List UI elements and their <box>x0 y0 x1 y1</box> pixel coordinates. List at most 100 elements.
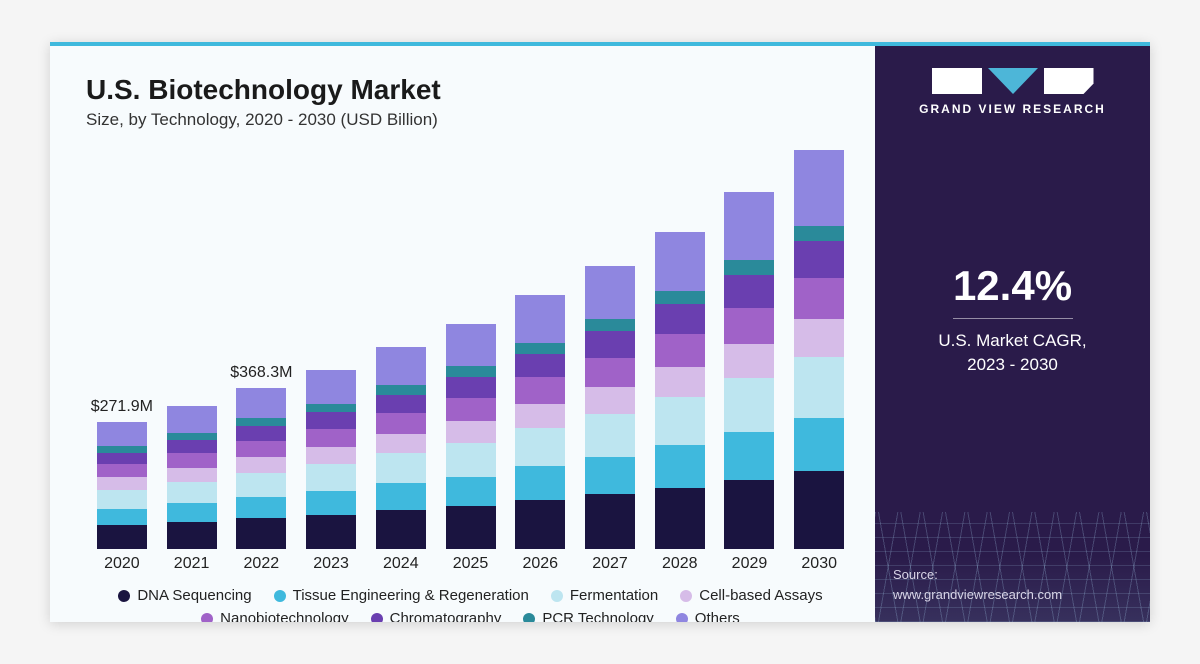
bar-segment-dna <box>515 500 565 550</box>
chart-subtitle: Size, by Technology, 2020 - 2030 (USD Bi… <box>86 110 855 130</box>
bar-segment-dna <box>167 522 217 550</box>
legend-label: PCR Technology <box>542 610 653 622</box>
bar-column: 2025 <box>445 324 497 574</box>
bar-year-label: 2021 <box>174 555 210 573</box>
bar-stack <box>306 370 356 550</box>
cagr-label-line2: 2023 - 2030 <box>967 355 1058 374</box>
legend-swatch <box>523 613 535 622</box>
bar-segment-ferm <box>655 397 705 445</box>
bar-segment-pcr <box>585 319 635 331</box>
bar-segment-nano <box>306 429 356 447</box>
bar-segment-dna <box>306 515 356 550</box>
bar-segment-others <box>655 232 705 292</box>
bar-segment-chrom <box>376 395 426 413</box>
bar-year-label: 2026 <box>522 555 558 573</box>
legend-item: Cell-based Assays <box>680 587 822 604</box>
bar-column: 2029 <box>724 192 776 573</box>
bar-segment-nano <box>724 308 774 345</box>
bar-year-label: 2029 <box>732 555 768 573</box>
bar-segment-pcr <box>306 404 356 413</box>
bar-segment-dna <box>585 494 635 550</box>
legend-label: Others <box>695 610 740 622</box>
decorative-grid: Source: www.grandviewresearch.com <box>875 512 1150 622</box>
brand-logo-text: GRAND VIEW RESEARCH <box>875 102 1150 116</box>
legend-item: DNA Sequencing <box>118 587 251 604</box>
bar-segment-cell <box>585 387 635 414</box>
bar-stack <box>655 232 705 550</box>
legend-item: Nanobiotechnology <box>201 610 348 622</box>
stacked-bar-plot: $271.9M20202021$368.3M202220232024202520… <box>86 130 855 573</box>
bar-segment-nano <box>794 278 844 319</box>
bar-column: 2026 <box>514 295 566 573</box>
logo-shape-v <box>988 68 1038 94</box>
bar-year-label: 2022 <box>244 555 280 573</box>
bar-segment-ferm <box>446 443 496 477</box>
logo-shape-r <box>1044 68 1094 94</box>
legend-swatch <box>551 590 563 602</box>
bar-segment-tissue <box>167 503 217 521</box>
legend-label: Cell-based Assays <box>699 587 822 604</box>
chart-title: U.S. Biotechnology Market <box>86 74 855 106</box>
bar-segment-nano <box>97 464 147 477</box>
cagr-block: 12.4% U.S. Market CAGR, 2023 - 2030 <box>875 126 1150 512</box>
bar-segment-cell <box>236 457 286 473</box>
bar-segment-pcr <box>794 226 844 242</box>
bar-column: 2028 <box>654 232 706 574</box>
legend-label: DNA Sequencing <box>137 587 251 604</box>
bar-column: 2030 <box>793 150 845 573</box>
bar-segment-tissue <box>236 497 286 518</box>
bar-segment-tissue <box>724 432 774 480</box>
bar-segment-ferm <box>306 464 356 491</box>
legend-item: PCR Technology <box>523 610 653 622</box>
bar-segment-tissue <box>97 509 147 526</box>
cagr-label-line1: U.S. Market CAGR, <box>938 331 1086 350</box>
bar-segment-others <box>236 388 286 418</box>
source-url: www.grandviewresearch.com <box>893 587 1062 602</box>
bar-segment-ferm <box>515 428 565 466</box>
bar-segment-tissue <box>515 466 565 500</box>
bar-year-label: 2024 <box>383 555 419 573</box>
bar-stack <box>585 266 635 550</box>
bar-segment-chrom <box>167 440 217 453</box>
bar-segment-cell <box>376 434 426 453</box>
divider <box>953 318 1073 319</box>
bar-segment-ferm <box>585 414 635 457</box>
bar-year-label: 2028 <box>662 555 698 573</box>
bar-segment-cell <box>515 404 565 428</box>
bar-segment-pcr <box>376 385 426 395</box>
bar-segment-cell <box>724 344 774 378</box>
bar-column: 2024 <box>375 347 427 573</box>
bar-segment-nano <box>655 334 705 367</box>
bar-segment-others <box>376 347 426 385</box>
side-panel: GRAND VIEW RESEARCH 12.4% U.S. Market CA… <box>875 46 1150 622</box>
bar-column: 2023 <box>305 370 357 574</box>
bar-segment-dna <box>97 525 147 549</box>
bar-stack <box>236 388 286 549</box>
bar-segment-cell <box>655 367 705 397</box>
bar-segment-chrom <box>655 304 705 334</box>
bar-segment-pcr <box>167 433 217 440</box>
chart-pane: U.S. Biotechnology Market Size, by Techn… <box>50 46 875 622</box>
bar-stack <box>376 347 426 549</box>
bar-column: $368.3M2022 <box>235 388 287 573</box>
bar-segment-chrom <box>306 412 356 429</box>
bar-segment-pcr <box>446 366 496 376</box>
bar-segment-dna <box>724 480 774 550</box>
bar-segment-others <box>515 295 565 343</box>
bar-year-label: 2030 <box>801 555 837 573</box>
bar-stack <box>515 295 565 549</box>
bar-segment-ferm <box>236 473 286 497</box>
legend: DNA SequencingTissue Engineering & Regen… <box>86 573 855 622</box>
bar-year-label: 2023 <box>313 555 349 573</box>
bar-segment-dna <box>236 518 286 549</box>
bar-segment-nano <box>585 358 635 388</box>
bar-year-label: 2020 <box>104 555 140 573</box>
bar-segment-tissue <box>585 457 635 494</box>
bar-segment-pcr <box>724 260 774 275</box>
bar-segment-ferm <box>167 482 217 504</box>
bar-segment-nano <box>446 398 496 421</box>
bar-segment-chrom <box>724 275 774 308</box>
bar-segment-nano <box>515 377 565 403</box>
bar-segment-chrom <box>585 331 635 357</box>
bar-segment-chrom <box>794 241 844 278</box>
